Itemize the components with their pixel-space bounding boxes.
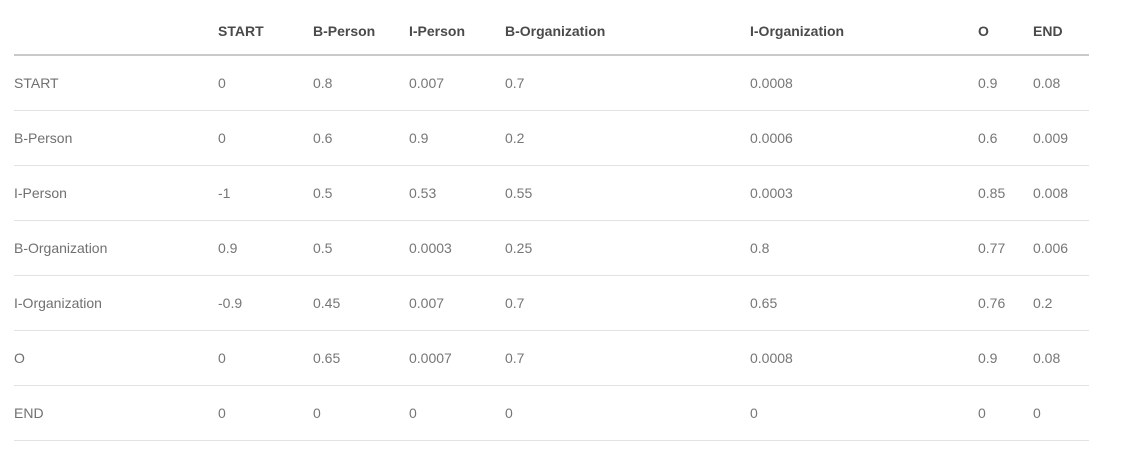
row-label: O <box>14 330 218 386</box>
table-cell: 0.55 <box>505 165 750 221</box>
table-cell: 0 <box>313 385 409 441</box>
column-header-o: O <box>978 10 1033 56</box>
table-cell: 0.0008 <box>750 330 978 386</box>
table-cell: 0.0006 <box>750 110 978 166</box>
column-header-i-organization: I-Organization <box>750 10 978 56</box>
corner-cell <box>14 10 218 56</box>
table-cell: 0 <box>409 385 505 441</box>
table-cell: 0 <box>218 110 313 166</box>
table-row: B-Organization 0.9 0.5 0.0003 0.25 0.8 0.77 0.0… <box>14 220 1089 276</box>
table-cell: 0.45 <box>313 275 409 331</box>
table-row: O 0 0.65 0.0007 0.7 0.0008 0.9 0.08 <box>14 330 1089 386</box>
table-row: START 0 0.8 0.007 0.7 0.0008 0.9 0.08 <box>14 55 1089 111</box>
column-header-b-organization: B-Organization <box>505 10 750 56</box>
table-cell: 0.0007 <box>409 330 505 386</box>
table-cell: 0.6 <box>313 110 409 166</box>
table-cell: 0.9 <box>218 220 313 276</box>
table-cell: 0.008 <box>1033 165 1089 221</box>
table-cell: 0.65 <box>313 330 409 386</box>
table-cell: 0.0008 <box>750 55 978 111</box>
table-cell: 0.2 <box>1033 275 1089 331</box>
table-cell: 0 <box>750 385 978 441</box>
table-row: I-Organization -0.9 0.45 0.007 0.7 0.65 0.76 0.… <box>14 275 1089 331</box>
table-cell: 0.5 <box>313 220 409 276</box>
table-row: I-Person -1 0.5 0.53 0.55 0.0003 0.85 0.008 <box>14 165 1089 221</box>
table-cell: 0.007 <box>409 55 505 111</box>
table-cell: 0 <box>218 385 313 441</box>
table-cell: 0.9 <box>409 110 505 166</box>
row-label: I-Organization <box>14 275 218 331</box>
table-cell: -1 <box>218 165 313 221</box>
header-row: START B-Person I-Person B-Organization I… <box>14 10 1089 56</box>
table-cell: 0.53 <box>409 165 505 221</box>
table-cell: 0 <box>218 330 313 386</box>
table-cell: 0.009 <box>1033 110 1089 166</box>
table-cell: 0.006 <box>1033 220 1089 276</box>
table-cell: 0 <box>505 385 750 441</box>
column-header-start: START <box>218 10 313 56</box>
table-row: END 0 0 0 0 0 0 0 <box>14 385 1089 441</box>
column-header-end: END <box>1033 10 1089 56</box>
table-row: B-Person 0 0.6 0.9 0.2 0.0006 0.6 0.009 <box>14 110 1089 166</box>
table-cell: 0.8 <box>313 55 409 111</box>
table-cell: 0.5 <box>313 165 409 221</box>
table-cell: 0.2 <box>505 110 750 166</box>
table-cell: 0 <box>1033 385 1089 441</box>
table-cell: 0 <box>978 385 1033 441</box>
row-label: I-Person <box>14 165 218 221</box>
table-cell: 0.77 <box>978 220 1033 276</box>
row-label: B-Organization <box>14 220 218 276</box>
table-cell: 0.7 <box>505 330 750 386</box>
transition-matrix-table: START B-Person I-Person B-Organization I… <box>14 10 1089 441</box>
table-cell: 0.0003 <box>409 220 505 276</box>
table-cell: 0.6 <box>978 110 1033 166</box>
table-cell: 0.08 <box>1033 330 1089 386</box>
table-cell: 0.85 <box>978 165 1033 221</box>
row-label: END <box>14 385 218 441</box>
table-cell: 0.7 <box>505 275 750 331</box>
column-header-b-person: B-Person <box>313 10 409 56</box>
table-cell: 0.9 <box>978 330 1033 386</box>
row-label: B-Person <box>14 110 218 166</box>
table-cell: 0.65 <box>750 275 978 331</box>
table-cell: 0.8 <box>750 220 978 276</box>
table-cell: 0.007 <box>409 275 505 331</box>
table-cell: 0.76 <box>978 275 1033 331</box>
table-cell: 0.7 <box>505 55 750 111</box>
table-cell: -0.9 <box>218 275 313 331</box>
column-header-i-person: I-Person <box>409 10 505 56</box>
table-cell: 0.0003 <box>750 165 978 221</box>
table-cell: 0.08 <box>1033 55 1089 111</box>
table-cell: 0.9 <box>978 55 1033 111</box>
table-cell: 0 <box>218 55 313 111</box>
row-label: START <box>14 55 218 111</box>
table-cell: 0.25 <box>505 220 750 276</box>
